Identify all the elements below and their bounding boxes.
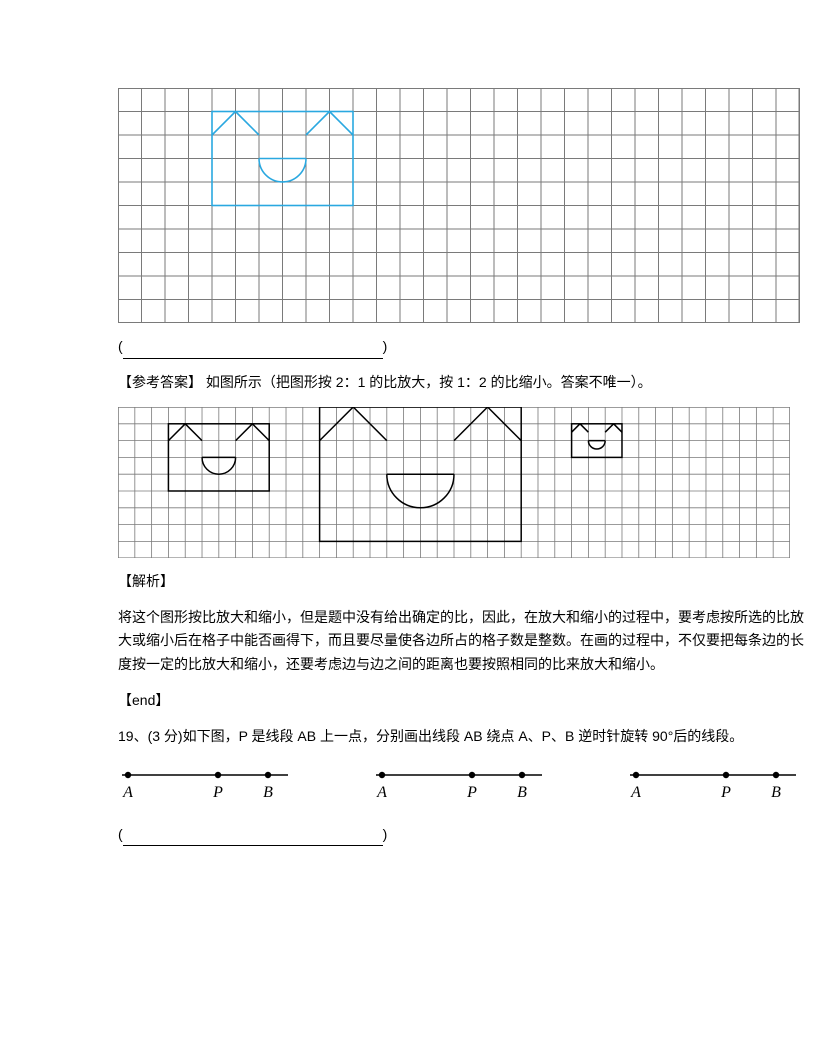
svg-text:B: B (517, 784, 527, 801)
paren-close: ) (383, 338, 388, 354)
answer-label: 【参考答案】 (118, 374, 206, 390)
blank-underline-2 (123, 831, 383, 846)
svg-text:B: B (771, 784, 781, 801)
svg-text:A: A (122, 784, 133, 801)
blank-answer-line-2: () (118, 823, 816, 847)
figure1-grid (118, 88, 816, 323)
end-label: 【end】 (118, 689, 816, 713)
figure3-segments: APBAPBAPB (118, 761, 816, 811)
svg-text:B: B (263, 784, 273, 801)
figure2-grid (118, 407, 816, 558)
answer-text: 如图所示（把图形按 2：1 的比放大，按 1：2 的比缩小。答案不唯一）。 (206, 374, 652, 390)
svg-text:A: A (630, 784, 641, 801)
reference-answer: 【参考答案】 如图所示（把图形按 2：1 的比放大，按 1：2 的比缩小。答案不… (118, 371, 816, 395)
svg-text:P: P (466, 784, 477, 801)
svg-text:A: A (376, 784, 387, 801)
svg-text:P: P (720, 784, 731, 801)
blank-answer-line-1: () (118, 335, 816, 359)
paren-close-2: ) (383, 826, 388, 842)
analysis-text: 将这个图形按比放大和缩小，但是题中没有给出确定的比，因此，在放大和缩小的过程中，… (118, 606, 816, 677)
analysis-label: 【解析】 (118, 570, 816, 594)
svg-text:P: P (212, 784, 223, 801)
question-19: 19、(3 分)如下图，P 是线段 AB 上一点，分别画出线段 AB 绕点 A、… (118, 725, 816, 749)
blank-underline (123, 344, 383, 359)
